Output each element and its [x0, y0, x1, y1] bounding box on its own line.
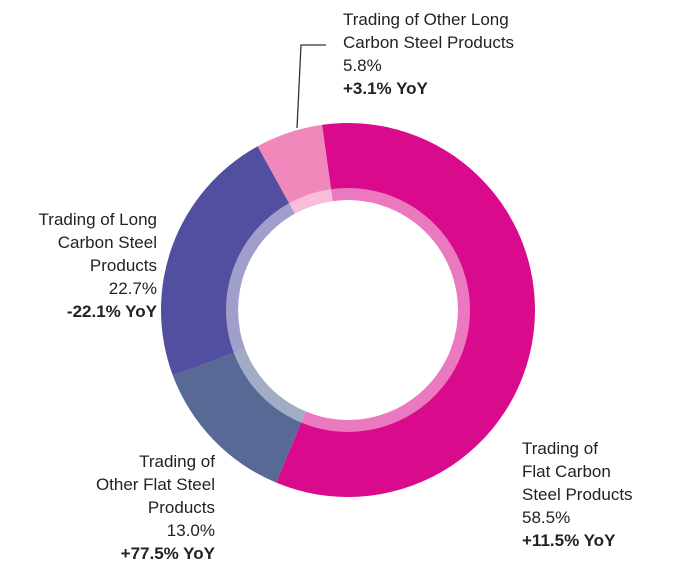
- label-name: Trading of Flat Carbon Steel Products: [522, 439, 633, 504]
- yoy-label: +77.5% YoY: [120, 544, 215, 563]
- slice: [276, 123, 535, 498]
- slice: [160, 146, 295, 376]
- label: Trading of Long Carbon Steel Products 22.…: [39, 208, 157, 323]
- slice: [172, 348, 306, 483]
- yoy-label: +3.1% YoY: [343, 79, 428, 98]
- value-label: 13.0%: [166, 521, 215, 540]
- label: Trading of Other Long Carbon Steel Produ…: [343, 8, 514, 100]
- label-name: Trading of Other Flat Steel Products: [95, 452, 215, 517]
- value-label: 58.5%: [522, 508, 571, 527]
- label: Trading of Flat Carbon Steel Products 58.…: [522, 437, 633, 552]
- label-name: Trading of Long Carbon Steel Products: [38, 210, 157, 275]
- slice: [257, 124, 333, 214]
- leader-line: [296, 44, 326, 129]
- inner-ring: [226, 188, 470, 432]
- yoy-label: +11.5% YoY: [522, 531, 616, 550]
- yoy-label: -22.1% YoY: [66, 302, 157, 321]
- value-label: 5.8%: [343, 56, 382, 75]
- value-label: 22.7%: [108, 279, 157, 298]
- slices: [160, 123, 535, 498]
- label: Trading of Other Flat Steel Products 13.0…: [96, 450, 215, 565]
- label-name: Trading of Other Long Carbon Steel Produ…: [343, 10, 515, 52]
